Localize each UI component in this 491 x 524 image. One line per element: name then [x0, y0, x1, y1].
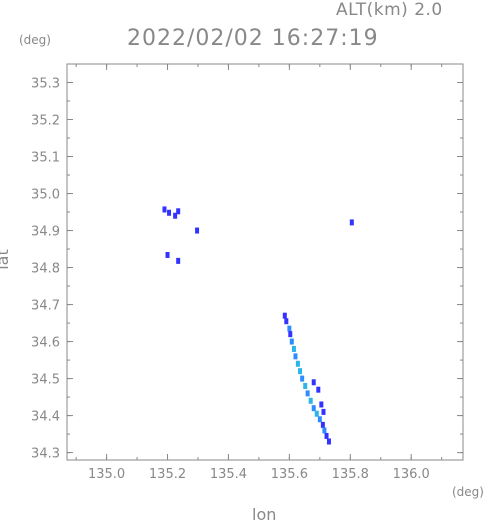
echo-point — [292, 346, 296, 352]
echo-point — [303, 383, 307, 389]
echo-point — [321, 422, 325, 428]
echo-point — [350, 219, 354, 225]
echo-point — [290, 339, 294, 345]
y-tick-label: 34.5 — [31, 373, 60, 388]
echo-point — [321, 409, 325, 415]
plot-frame — [67, 64, 463, 460]
y-tick-label: 35.2 — [31, 114, 60, 129]
x-tick-label: 135.4 — [210, 467, 247, 482]
echo-point — [306, 390, 310, 396]
y-tick-label: 34.8 — [31, 262, 60, 277]
echo-point — [318, 416, 322, 422]
y-tick-label: 34.9 — [31, 225, 60, 240]
echo-point — [167, 210, 171, 216]
echo-point — [284, 318, 288, 324]
x-tick-label: 135.8 — [332, 467, 369, 482]
echo-point — [176, 258, 180, 264]
echo-point — [296, 361, 300, 367]
x-tick-label: 135.0 — [88, 467, 125, 482]
y-tick-label: 35.3 — [31, 77, 60, 92]
echo-point — [288, 331, 292, 337]
echo-point — [176, 208, 180, 214]
echo-point — [325, 433, 329, 439]
echo-point — [283, 313, 287, 319]
echo-point — [162, 206, 166, 212]
y-tick-label: 34.3 — [31, 447, 60, 462]
y-tick-label: 34.7 — [31, 299, 60, 314]
y-tick-label: 35.1 — [31, 151, 60, 166]
echo-point — [300, 376, 304, 382]
x-ticks: 135.0 135.2 135.4 135.6 135.8 136.0 — [76, 64, 442, 482]
echo-point — [298, 368, 302, 374]
echo-point — [309, 398, 313, 404]
echo-point — [312, 405, 316, 411]
echo-point — [327, 438, 331, 444]
echo-point — [166, 252, 170, 258]
x-tick-label: 135.2 — [149, 467, 186, 482]
echo-point — [287, 326, 291, 332]
echo-points — [162, 206, 353, 444]
echo-point — [312, 379, 316, 385]
x-tick-label: 135.6 — [271, 467, 308, 482]
echo-point — [293, 353, 297, 359]
y-tick-label: 34.4 — [31, 410, 60, 425]
y-ticks: 34.3 34.4 34.5 34.6 34.7 34.8 34.9 35.0 35.1 35.2… — [31, 64, 463, 462]
y-tick-label: 34.6 — [31, 336, 60, 351]
echo-point — [316, 387, 320, 393]
echo-point — [195, 228, 199, 234]
echo-point — [315, 411, 319, 417]
y-tick-label: 35.0 — [31, 188, 60, 203]
echo-point — [319, 401, 323, 407]
echo-point — [322, 427, 326, 433]
x-tick-label: 136.0 — [393, 467, 430, 482]
